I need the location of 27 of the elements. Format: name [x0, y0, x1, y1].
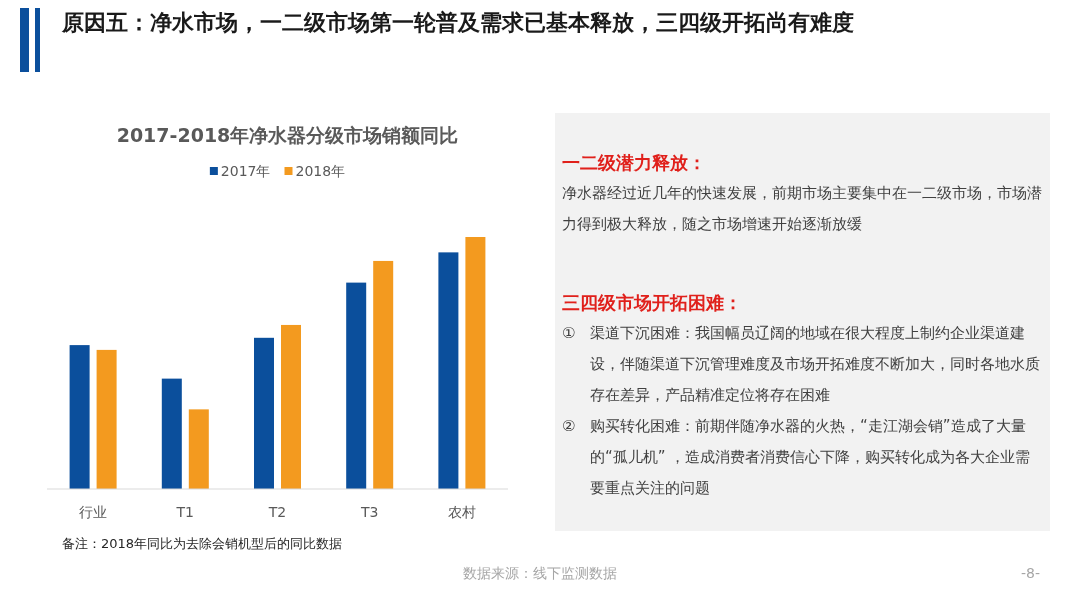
x-tick-label: T2	[267, 504, 287, 520]
bar	[281, 324, 301, 489]
x-tick-label: 农村	[447, 504, 476, 520]
x-tick-label: T3	[359, 504, 379, 520]
text: 备注：2018年同比为去除会销机型后的同比数据	[62, 536, 343, 551]
x-tick-label: T1	[175, 504, 195, 520]
bar	[69, 345, 90, 489]
text: ① 渠道下沉困难：我国幅员辽阔的地域在很大程度上制约企业渠道建设，伴随渠道下沉管理难度及市场开拓难度不断加大，同时各地水质存在差异，产品精准定位将存在困难	[562, 323, 1040, 404]
text: 净水器经过近几年的快速发展，前期市场主要集中在一二级市场，市场潜力得到极大释放，随之市场增速开始逐渐放缓	[562, 183, 1043, 235]
chart-title: 2017-2018年净水器分级市场销额同比	[116, 124, 459, 146]
bar	[438, 252, 459, 489]
legend-label: 2018年	[295, 163, 346, 179]
bar	[188, 409, 209, 489]
text: 三四级市场开拓困难：	[562, 291, 743, 315]
bar	[96, 349, 117, 489]
legend-label: 2017年	[220, 163, 271, 179]
bar	[465, 237, 486, 489]
bar	[373, 260, 394, 489]
text: 原因五：净水市场，一二级市场第一轮普及需求已基本释放，三四级开拓尚有难度	[62, 9, 855, 37]
text: 一二级潜力释放：	[562, 151, 707, 175]
bar	[346, 282, 367, 489]
source-note: 数据来源：线下监测数据	[462, 565, 618, 583]
x-tick-label: 行业	[79, 504, 108, 520]
bar	[254, 337, 274, 489]
text: ② 购买转化困难：前期伴随净水器的火热，“走江湖会销”造成了大量的“孤儿机” ，造成消费者消费信心下降，购买转化成为各大企业需要重点关注的问题	[562, 416, 1031, 497]
bar	[161, 378, 182, 489]
text: -8-	[1020, 565, 1040, 581]
